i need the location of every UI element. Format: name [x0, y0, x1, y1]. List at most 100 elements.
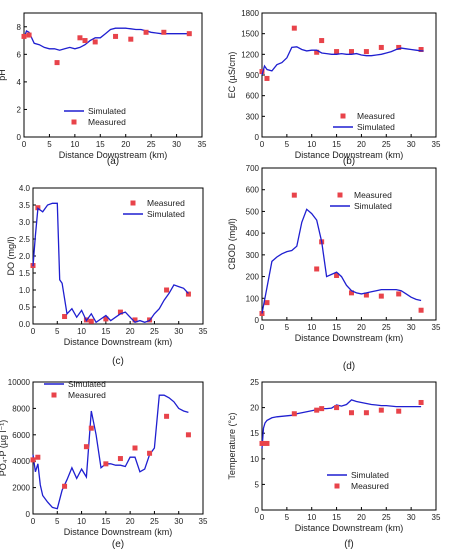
y-tick-label: 10 [250, 455, 259, 464]
x-tick-label: 25 [382, 140, 391, 149]
plot-frame [261, 381, 437, 511]
y-tick-label: 4 [17, 78, 22, 87]
measured-point [363, 292, 369, 298]
measured-point [21, 33, 27, 39]
x-tick-label: 10 [70, 140, 79, 149]
y-tick-label: 1500 [241, 30, 259, 39]
plot-frame [32, 381, 204, 515]
measured-point [82, 38, 88, 44]
measured-point [418, 307, 424, 313]
y-axis-label: DO (mg/l) [6, 237, 16, 276]
measured-point [54, 60, 60, 66]
x-tick-label: 35 [432, 140, 441, 149]
x-tick-label: 0 [31, 517, 36, 526]
simulated-series-line [32, 394, 189, 510]
y-axis-label: CBOD (mg/l) [227, 218, 237, 270]
simulated-series-line [261, 399, 422, 449]
x-tick-label: 25 [150, 517, 159, 526]
y-tick-label: 8000 [12, 404, 30, 413]
x-axis-label: Distance Downstream (km) [295, 333, 404, 343]
measured-point [264, 440, 270, 446]
x-tick-label: 20 [126, 327, 135, 336]
x-axis-label: Distance Downstream (km) [59, 150, 168, 160]
x-tick-label: 35 [432, 323, 441, 332]
measured-point [185, 291, 191, 297]
y-tick-label: 3.5 [19, 201, 31, 210]
panel-label: (c) [112, 356, 124, 367]
measured-point [348, 49, 354, 55]
y-tick-label: 2 [17, 105, 22, 114]
measured-point [35, 454, 41, 460]
x-tick-label: 30 [407, 513, 416, 522]
y-tick-label: 0 [255, 316, 260, 325]
simulated-series-line [32, 202, 189, 324]
panel-label: (e) [112, 539, 124, 550]
measured-point [314, 407, 320, 413]
y-axis-label: EC (µS/cm) [227, 52, 237, 99]
y-tick-label: 400 [246, 229, 260, 238]
x-tick-label: 25 [150, 327, 159, 336]
x-axis-label: Distance Downstream (km) [295, 523, 404, 533]
x-tick-label: 5 [285, 323, 290, 332]
y-tick-label: 8 [17, 23, 22, 32]
legend-entry-label: Measured [351, 481, 389, 491]
legend-entry-label: Measured [68, 390, 106, 400]
x-tick-label: 30 [174, 327, 183, 336]
measured-point [378, 407, 384, 413]
y-axis-label: PO₄-P (µg l⁻¹) [0, 420, 8, 476]
x-tick-label: 10 [77, 517, 86, 526]
y-axis-label: pH [0, 69, 7, 81]
x-tick-label: 25 [382, 323, 391, 332]
y-axis-label: Temperature (°c) [227, 412, 237, 479]
plot-frame [261, 12, 437, 138]
x-tick-label: 10 [77, 327, 86, 336]
y-tick-label: 2.5 [19, 235, 31, 244]
x-tick-label: 0 [260, 323, 265, 332]
measured-point [259, 440, 265, 446]
x-tick-label: 0 [260, 513, 265, 522]
measured-point [113, 33, 119, 39]
y-tick-label: 700 [246, 164, 260, 173]
x-axis-label: Distance Downstream (km) [64, 337, 173, 347]
y-tick-label: 500 [246, 207, 260, 216]
x-tick-label: 15 [332, 140, 341, 149]
measured-point [396, 44, 402, 50]
x-tick-label: 5 [285, 513, 290, 522]
simulated-series-line [261, 46, 424, 76]
x-tick-label: 25 [382, 513, 391, 522]
y-tick-label: 0 [17, 133, 22, 142]
x-tick-label: 0 [260, 140, 265, 149]
panel-label: (a) [107, 156, 119, 167]
measured-point [378, 44, 384, 50]
measured-point [363, 410, 369, 416]
measured-point [334, 272, 340, 278]
measured-point [30, 457, 36, 463]
measured-point [334, 405, 340, 411]
panel-label: (b) [343, 156, 355, 167]
measured-point [319, 406, 325, 412]
measured-point [103, 316, 109, 322]
measured-point [164, 413, 170, 419]
legend-entry-label: Measured [88, 117, 126, 127]
measured-point [62, 483, 68, 489]
measured-point [103, 461, 109, 467]
x-tick-label: 10 [307, 513, 316, 522]
legend-entry-label: Simulated [88, 106, 126, 116]
measured-point [92, 39, 98, 45]
x-tick-label: 30 [407, 323, 416, 332]
measured-point [132, 445, 138, 451]
y-tick-label: 1800 [241, 9, 259, 18]
legend-marker-swatch [51, 392, 57, 398]
measured-point [143, 29, 149, 35]
y-tick-label: 1.5 [19, 269, 31, 278]
measured-point [117, 456, 123, 462]
x-tick-label: 15 [101, 327, 110, 336]
x-tick-label: 20 [121, 140, 130, 149]
x-tick-label: 15 [332, 513, 341, 522]
y-tick-label: 20 [250, 404, 259, 413]
x-tick-label: 30 [407, 140, 416, 149]
x-tick-label: 20 [357, 513, 366, 522]
x-tick-label: 20 [357, 140, 366, 149]
simulated-series-line [261, 208, 422, 314]
legend-marker-swatch [71, 119, 77, 125]
